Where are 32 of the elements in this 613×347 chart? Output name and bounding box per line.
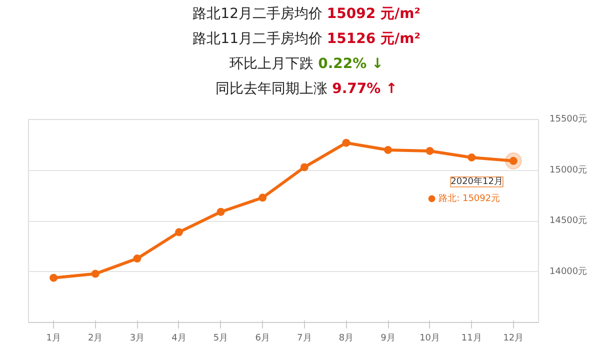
text: 同比去年同期上涨 9.77% ↑	[214, 80, 398, 99]
x-tick-label: 6月	[255, 334, 270, 344]
point	[468, 153, 476, 162]
point	[342, 138, 350, 147]
y-tick-label: 15000元	[550, 164, 588, 176]
y-tick-label: 14500元	[550, 215, 588, 226]
chart-subtitle: 路北11月二手房均价 15126 元/m²	[192, 30, 422, 49]
point	[384, 146, 392, 154]
annotation: 2020年12月 ● 路北: 15092元	[428, 176, 503, 204]
chart-title: 路北12月二手房均价 15092 元/m²	[192, 5, 422, 24]
x-tick-label: 8月	[338, 334, 354, 344]
point	[426, 146, 434, 155]
text: 环比上月下跌 0.22% ↓	[228, 55, 384, 74]
x-tick-label: 7月	[297, 334, 312, 344]
y-tick-label: 15500元	[550, 114, 588, 124]
y-tick-label: 14000元	[550, 266, 588, 277]
x-tick-label: 11月	[461, 334, 482, 344]
point	[174, 228, 183, 236]
x-tick-label: 10月	[420, 334, 440, 344]
x-tick-label: 5月	[213, 334, 228, 344]
point	[133, 254, 142, 263]
x-tick-label: 12月	[503, 334, 524, 344]
x-tick-label: 9月	[380, 334, 396, 344]
x-tick-label: 4月	[172, 334, 186, 344]
point	[258, 194, 267, 202]
point	[216, 208, 225, 216]
point	[50, 274, 58, 282]
x-tick-label: 2月	[88, 334, 103, 344]
x-tick-label: 3月	[130, 334, 145, 344]
point	[91, 270, 100, 278]
x-tick-label: 1月	[46, 334, 61, 344]
point	[300, 163, 308, 172]
